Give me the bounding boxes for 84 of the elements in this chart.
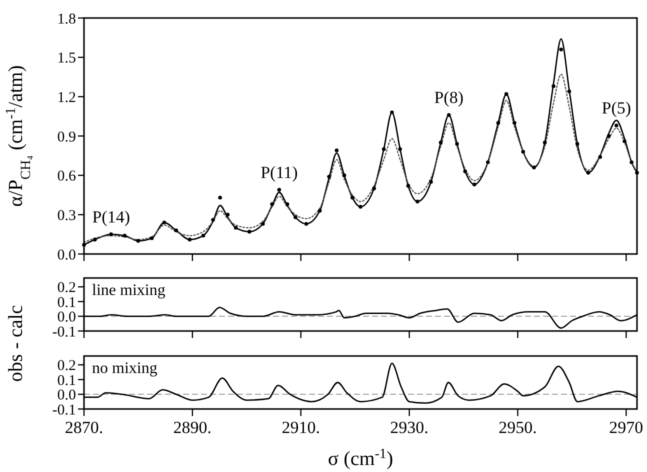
point bbox=[270, 202, 274, 206]
y-tick-label: 0.9 bbox=[57, 129, 76, 146]
y-tick-label: 1.2 bbox=[57, 90, 76, 106]
point bbox=[334, 148, 339, 152]
point bbox=[294, 215, 298, 220]
point bbox=[586, 170, 590, 175]
point bbox=[463, 170, 468, 174]
y-tick-label: 0.0 bbox=[57, 310, 76, 326]
y-tick-label: 0.0 bbox=[57, 247, 76, 264]
point bbox=[486, 160, 490, 164]
y-tick-label: 0.1 bbox=[57, 294, 76, 311]
point bbox=[226, 212, 230, 217]
x-axis-title: σ (cm$^{-1}$) bbox=[328, 446, 394, 470]
y-tick-label: 0.2 bbox=[57, 280, 76, 296]
x-tick-label: 2950. bbox=[498, 418, 537, 437]
point bbox=[622, 139, 626, 144]
point bbox=[372, 186, 376, 190]
x-tick-label: 2970 bbox=[609, 418, 644, 437]
y-tick-label: -0.1 bbox=[52, 324, 76, 340]
point bbox=[606, 134, 611, 138]
point bbox=[614, 124, 618, 128]
point bbox=[122, 234, 127, 238]
y-tick-label: 0.3 bbox=[57, 208, 76, 224]
point bbox=[504, 92, 508, 96]
y-tick-label: 0.0 bbox=[57, 388, 76, 404]
point bbox=[318, 208, 322, 213]
point bbox=[188, 238, 192, 242]
x-tick-label: 2910. bbox=[282, 418, 320, 437]
x-tick-label: 2930. bbox=[390, 418, 428, 437]
point bbox=[455, 142, 459, 146]
point bbox=[598, 155, 602, 159]
point bbox=[247, 230, 252, 234]
point bbox=[446, 113, 451, 117]
point bbox=[496, 120, 500, 125]
x-tick-label: 2870. bbox=[64, 418, 104, 437]
point bbox=[438, 140, 443, 144]
point bbox=[261, 222, 265, 226]
point bbox=[382, 147, 386, 152]
point bbox=[211, 218, 215, 222]
point bbox=[150, 236, 154, 240]
point bbox=[406, 184, 410, 188]
point bbox=[342, 173, 346, 178]
annotation: P(11) bbox=[260, 162, 298, 182]
point bbox=[109, 232, 114, 236]
point bbox=[327, 174, 331, 179]
y-tick-label: 0.2 bbox=[57, 358, 76, 374]
point bbox=[304, 222, 308, 226]
point bbox=[429, 180, 433, 184]
point bbox=[416, 200, 420, 204]
point bbox=[542, 140, 547, 144]
point bbox=[285, 202, 290, 206]
annotation: P(14) bbox=[92, 207, 130, 226]
point bbox=[575, 142, 580, 146]
point bbox=[512, 120, 516, 125]
point bbox=[472, 182, 476, 186]
point bbox=[218, 196, 222, 200]
x-tick-label: 2890. bbox=[173, 418, 212, 437]
annotation: P(5) bbox=[602, 98, 632, 118]
annotation: P(8) bbox=[434, 88, 464, 108]
point bbox=[398, 147, 402, 152]
point bbox=[567, 90, 572, 94]
point bbox=[277, 188, 282, 192]
annotation: no mixing bbox=[92, 360, 158, 377]
point bbox=[174, 228, 178, 232]
y-tick-label: -0.1 bbox=[52, 402, 76, 418]
y-tick-label: 0.6 bbox=[57, 168, 76, 185]
point bbox=[552, 84, 556, 88]
point bbox=[521, 150, 526, 154]
point bbox=[92, 238, 97, 242]
point bbox=[201, 234, 206, 238]
y-tick-label: 1.8 bbox=[57, 11, 76, 28]
point bbox=[162, 220, 166, 224]
y-tick-label: 1.5 bbox=[57, 50, 76, 67]
y-axis-title: obs - calc bbox=[5, 305, 27, 382]
y-tick-label: 0.1 bbox=[57, 372, 76, 389]
point bbox=[630, 160, 634, 164]
point bbox=[559, 48, 563, 52]
point bbox=[532, 166, 536, 170]
point bbox=[358, 204, 362, 209]
point bbox=[234, 226, 238, 230]
point bbox=[350, 196, 354, 200]
point bbox=[390, 110, 394, 114]
annotation: line mixing bbox=[92, 282, 166, 299]
point bbox=[136, 238, 140, 243]
